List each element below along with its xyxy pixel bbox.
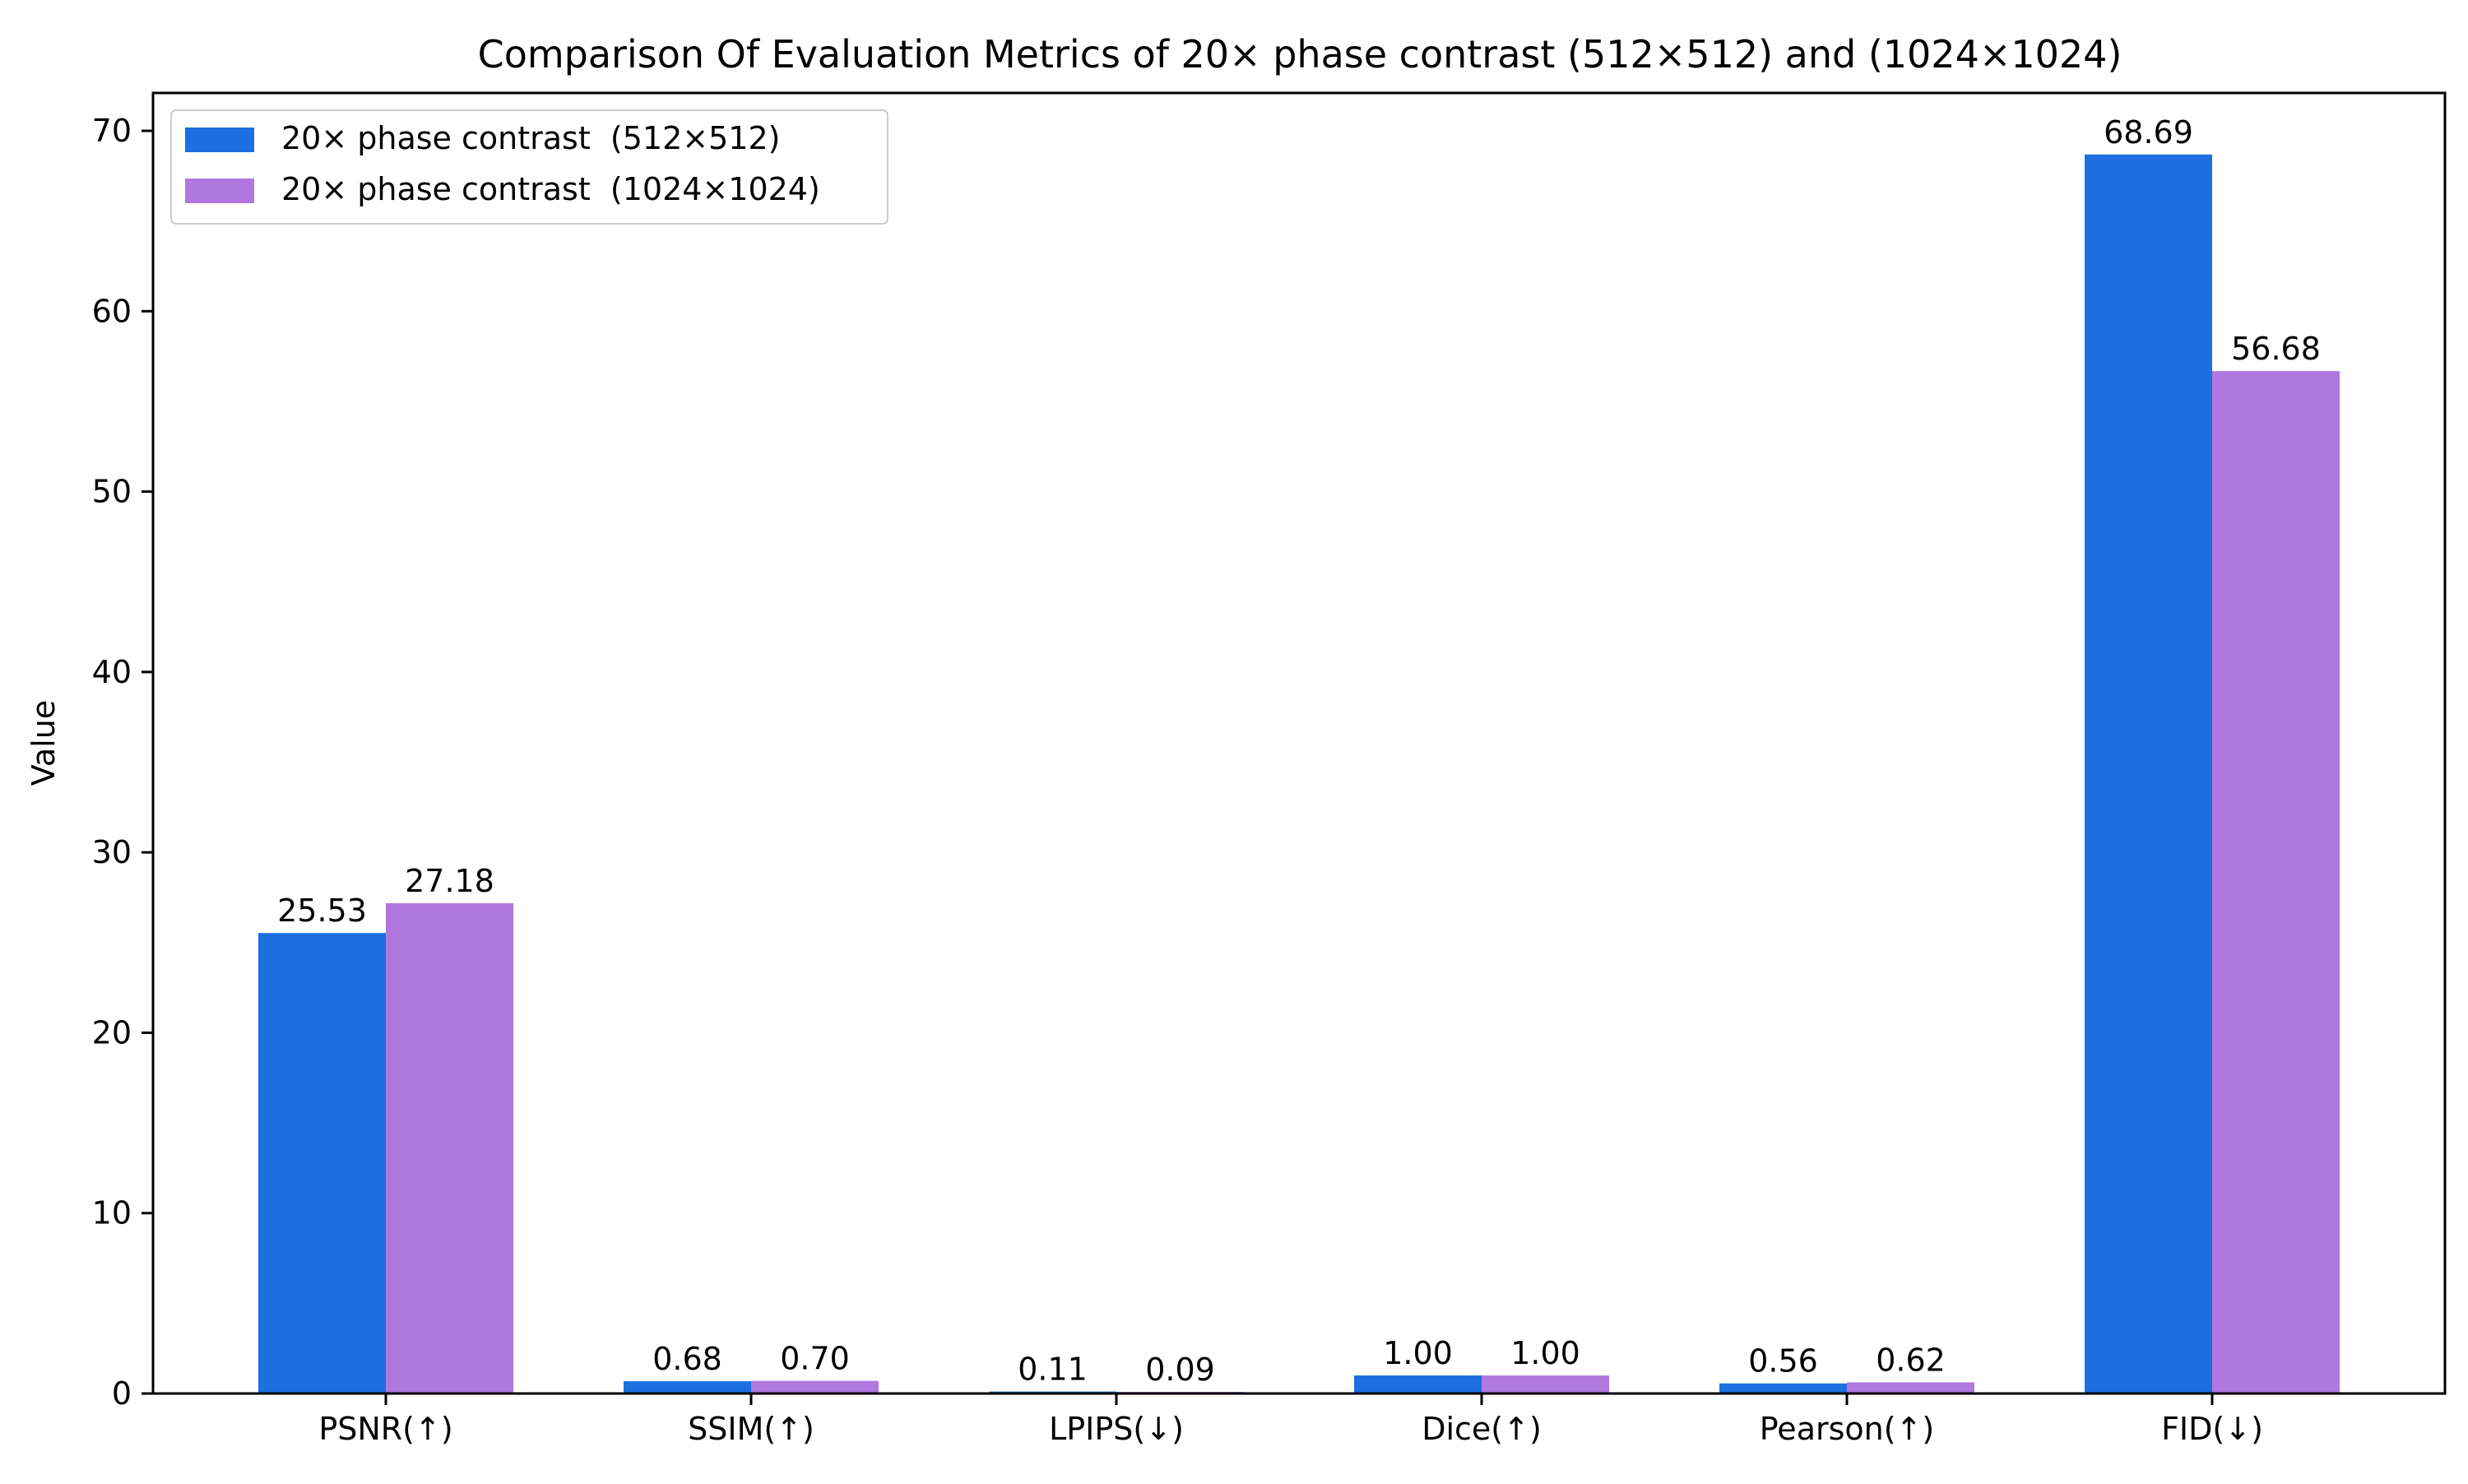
x-axis-ticks: PSNR(↑) SSIM(↑) LPIPS(↓) Dice(↑) Pearson(↑) F…	[318, 1394, 2263, 1447]
y-axis-label: Value	[26, 700, 62, 786]
y-tick-label: 50	[92, 474, 132, 510]
legend-swatch-1024	[185, 179, 254, 203]
value-label-pearson-series-0: 0.56	[1748, 1343, 1818, 1380]
x-tick-label-dice: Dice(↑)	[1422, 1411, 1542, 1447]
value-label-ssim-series-0: 0.68	[652, 1341, 722, 1377]
plot-frame	[151, 91, 2447, 1395]
value-label-fid-series-1: 56.68	[2231, 331, 2321, 367]
x-tick-label-lpips: LPIPS(↓)	[1049, 1411, 1184, 1447]
y-tick-label: 60	[92, 293, 132, 329]
chart-title: Comparison Of Evaluation Metrics of 20× …	[478, 32, 2122, 77]
bar-fid-series-0	[2085, 154, 2212, 1394]
value-label-lpips-series-1: 0.09	[1145, 1352, 1215, 1388]
bar-dice-series-1	[1482, 1375, 1609, 1394]
y-axis-ticks: 0 10 20 30 40 50 60 70	[92, 113, 153, 1412]
legend-label-512: 20× phase contrast (512×512)	[281, 120, 780, 156]
legend-box	[170, 109, 888, 225]
y-tick-label: 30	[92, 834, 132, 870]
bar-psnr-series-1	[386, 903, 513, 1394]
y-tick-label: 40	[92, 654, 132, 690]
value-labels-layer: 25.53 27.18 0.68 0.70 0.11 0.09 1.00 1.00 0.56 0.…	[277, 114, 2321, 1388]
bar-pearson-series-0	[1719, 1383, 1847, 1394]
y-tick-label: 20	[92, 1014, 132, 1050]
legend-label-1024: 20× phase contrast (1024×1024)	[281, 171, 820, 207]
y-tick-label: 70	[92, 113, 132, 149]
bar-psnr-series-0	[258, 933, 386, 1394]
y-tick-label: 10	[92, 1195, 132, 1231]
value-label-ssim-series-1: 0.70	[780, 1341, 850, 1377]
value-label-psnr-series-0: 25.53	[277, 893, 367, 929]
legend: 20× phase contrast (512×512) 20× phase c…	[170, 109, 888, 225]
value-label-psnr-series-1: 27.18	[405, 863, 494, 899]
bar-ssim-series-0	[624, 1381, 751, 1394]
x-tick-label-pearson: Pearson(↑)	[1760, 1411, 1934, 1447]
value-label-dice-series-0: 1.00	[1383, 1335, 1453, 1371]
value-label-dice-series-1: 1.00	[1510, 1335, 1580, 1371]
x-tick-label-psnr: PSNR(↑)	[318, 1411, 452, 1447]
bar-ssim-series-1	[751, 1380, 879, 1394]
bar-pearson-series-1	[1847, 1382, 1974, 1394]
value-label-lpips-series-0: 0.11	[1018, 1352, 1088, 1388]
x-tick-label-fid: FID(↓)	[2161, 1411, 2263, 1447]
bar-fid-series-1	[2212, 371, 2340, 1394]
legend-swatch-512	[185, 128, 254, 152]
value-label-fid-series-0: 68.69	[2104, 114, 2193, 151]
x-tick-label-ssim: SSIM(↑)	[688, 1411, 814, 1447]
bar-dice-series-0	[1354, 1375, 1482, 1394]
value-label-pearson-series-1: 0.62	[1876, 1342, 1946, 1378]
y-tick-label: 0	[112, 1375, 132, 1412]
